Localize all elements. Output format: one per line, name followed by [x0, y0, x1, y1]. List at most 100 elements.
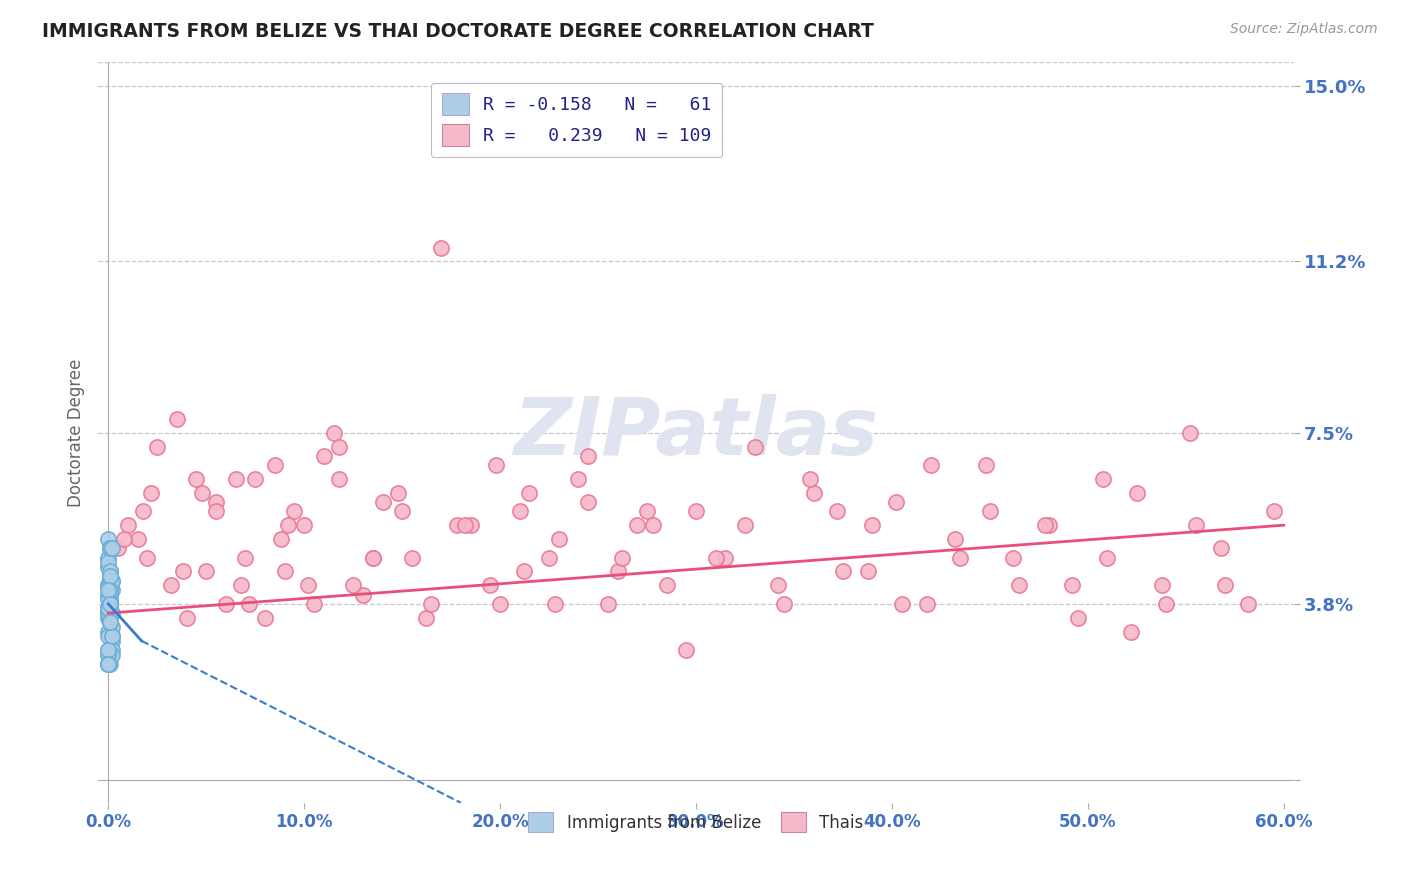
Point [567, 472, 589, 486]
Point [97, 643, 120, 657]
Point [243, 472, 266, 486]
Point [132, 504, 155, 518]
Point [98, 541, 121, 556]
Point [328, 472, 350, 486]
Point [1033, 518, 1056, 533]
Point [97, 657, 120, 671]
Point [160, 578, 183, 592]
Point [420, 597, 443, 611]
Point [734, 518, 756, 533]
Point [195, 565, 218, 579]
Point [884, 495, 907, 509]
Point [915, 597, 938, 611]
Point [98, 597, 121, 611]
Point [98, 574, 121, 588]
Point [98, 606, 121, 620]
Point [454, 518, 477, 533]
Point [97, 532, 120, 546]
Point [273, 565, 295, 579]
Point [97, 606, 120, 620]
Point [98, 592, 121, 607]
Point [1008, 578, 1031, 592]
Point [101, 606, 124, 620]
Point [98, 648, 121, 662]
Point [1154, 597, 1177, 611]
Point [1237, 597, 1260, 611]
Point [328, 440, 350, 454]
Point [322, 425, 344, 440]
Point [1126, 485, 1149, 500]
Point [943, 532, 966, 546]
Point [387, 485, 409, 500]
Point [1038, 518, 1060, 533]
Point [1092, 472, 1115, 486]
Point [1119, 624, 1142, 639]
Point [98, 592, 121, 607]
Point [949, 550, 972, 565]
Point [576, 495, 599, 509]
Point [101, 648, 124, 662]
Point [97, 582, 120, 597]
Point [98, 582, 121, 597]
Point [270, 532, 292, 546]
Point [768, 578, 790, 592]
Point [799, 472, 821, 486]
Point [98, 597, 121, 611]
Point [98, 565, 121, 579]
Point [98, 565, 121, 579]
Point [235, 550, 257, 565]
Point [127, 532, 149, 546]
Point [97, 578, 120, 592]
Point [231, 578, 253, 592]
Point [685, 504, 707, 518]
Point [101, 643, 124, 657]
Point [97, 578, 120, 592]
Point [107, 541, 129, 556]
Point [825, 504, 848, 518]
Point [97, 624, 120, 639]
Point [485, 458, 508, 472]
Text: Source: ZipAtlas.com: Source: ZipAtlas.com [1230, 22, 1378, 37]
Point [97, 643, 120, 657]
Point [98, 582, 121, 597]
Legend: Immigrants from Belize, Thais: Immigrants from Belize, Thais [522, 805, 870, 838]
Point [172, 565, 194, 579]
Point [97, 610, 120, 624]
Point [401, 550, 423, 565]
Point [176, 610, 198, 624]
Point [97, 629, 120, 643]
Point [97, 606, 120, 620]
Point [101, 574, 124, 588]
Point [97, 592, 120, 607]
Point [361, 550, 384, 565]
Point [1097, 550, 1119, 565]
Point [263, 458, 285, 472]
Point [606, 565, 628, 579]
Point [415, 610, 437, 624]
Point [920, 458, 942, 472]
Point [714, 550, 737, 565]
Point [101, 629, 124, 643]
Point [97, 601, 120, 615]
Point [101, 582, 124, 597]
Point [97, 555, 120, 569]
Point [98, 597, 121, 611]
Point [342, 578, 364, 592]
Point [253, 610, 276, 624]
Point [97, 601, 120, 615]
Point [98, 541, 121, 556]
Point [890, 597, 912, 611]
Point [675, 643, 697, 657]
Point [655, 578, 678, 592]
Point [98, 615, 121, 630]
Point [112, 532, 135, 546]
Point [98, 569, 121, 583]
Point [361, 550, 384, 565]
Point [98, 569, 121, 583]
Point [1263, 504, 1285, 518]
Point [547, 532, 569, 546]
Point [225, 472, 247, 486]
Point [215, 597, 238, 611]
Point [98, 569, 121, 583]
Point [141, 485, 163, 500]
